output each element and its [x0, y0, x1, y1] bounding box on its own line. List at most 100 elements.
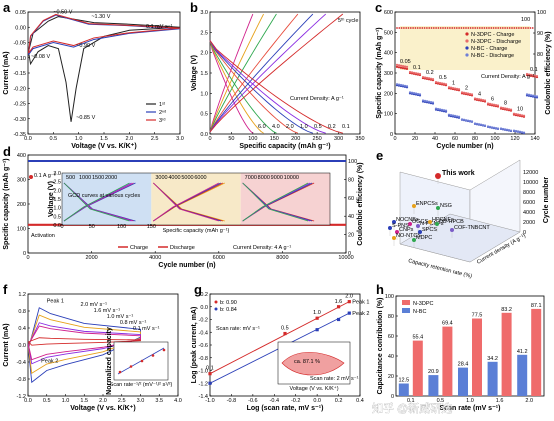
panel-g-inset-xlabel: Voltage (V vs. K/K⁺)	[289, 385, 338, 392]
panel-d-inset-ytick: 2.5	[53, 180, 61, 186]
panel-b-rate-label: 2.0	[286, 124, 294, 130]
panel-c-y-tick-label: 300	[384, 71, 393, 77]
panel-g-y-tick-label: -1.2	[199, 381, 208, 387]
panel-c-point	[531, 74, 535, 77]
panel-f-x-tick-label: 4.0	[174, 398, 182, 404]
panel-c-ce-point	[451, 27, 454, 29]
panel-c-legend-label: N-3DPC - Charge	[471, 32, 514, 38]
panel-f-xlabel: Voltage (V vs. K/K⁺)	[70, 405, 135, 412]
panel-g-y-tick-label: 0.2	[200, 292, 208, 298]
panel-g-point	[208, 381, 212, 385]
panel-c-point	[509, 108, 513, 111]
panel-c-point	[486, 125, 490, 128]
panel-b-y-tick-label: 0.5	[200, 112, 208, 118]
panel-b-rate-label: 4.0	[272, 124, 280, 130]
panel-c-xlabel: Cycle number (n)	[436, 143, 493, 150]
panel-d-inset-cycle-label: 1500	[92, 175, 104, 181]
panel-e-point	[392, 236, 396, 240]
panel-e-point	[436, 206, 440, 210]
panel-b-x-tick-label: 0	[208, 136, 211, 142]
panel-a-y-tick-label: -0.30	[13, 117, 26, 123]
panel-g-point	[347, 311, 351, 315]
panel-d-inset-curve	[242, 182, 309, 222]
panel-a-y-tick-label: 0.00	[15, 25, 26, 31]
panel-a-x-tick-label: 0.5	[50, 136, 58, 142]
panel-g-inset-scan: Scan rate: 2 mV s⁻¹	[310, 376, 359, 382]
panel-c-x-tick-label: 20	[412, 136, 418, 142]
panel-c-point	[464, 119, 468, 122]
panel-c-point	[412, 71, 416, 74]
panel-c-point	[408, 70, 412, 74]
panel-a-annotation: ~0.85 V	[76, 115, 95, 121]
panel-f-inset-point	[129, 365, 133, 368]
panel-c-point	[518, 130, 522, 133]
panel-d-inset-cycle-label: 4000	[168, 175, 180, 181]
panel-c-point	[486, 102, 490, 105]
panel-c-ce-point	[499, 27, 502, 29]
panel-c-point	[408, 91, 412, 94]
panel-h-legend-swatch	[402, 308, 410, 313]
panel-a-legend-label: 2ⁿᵈ	[159, 109, 166, 116]
panel-g-x-tick-label: -0.8	[227, 398, 236, 404]
panel-g-y-tick-label: -0.2	[199, 318, 208, 324]
panel-c-ce-point	[400, 27, 403, 29]
panel-e-ztick: 8000	[523, 190, 535, 196]
panel-c-ce-point	[435, 27, 437, 29]
panel-f-rate-label: 0.8 mV s⁻¹	[120, 320, 147, 326]
panel-c-point	[421, 75, 425, 79]
panel-b-ylabel: Voltage (V)	[191, 55, 198, 91]
panel-h-y-tick-label: 100	[385, 294, 394, 300]
panel-label-d: d	[3, 144, 11, 159]
panel-g-legend-label: b: 0.84	[220, 307, 237, 313]
panel-e-ztick: 12000	[523, 170, 538, 176]
panel-b-y-tick-label: 1.0	[200, 91, 208, 97]
panel-d-inset-title: GCD curves at various cycles	[68, 193, 140, 199]
panel-h-category-label: 2.0	[525, 398, 533, 404]
panel-b-x-tick-label: 250	[313, 136, 322, 142]
panel-e-point	[412, 204, 416, 208]
panel-g-legend-marker	[214, 307, 218, 311]
panel-c-rate-step: 8	[504, 101, 507, 107]
panel-c-point	[401, 64, 405, 68]
panel-b-charge-curve	[209, 13, 264, 133]
panel-d-inset-xlabel: Specific capacity (mAh g⁻¹)	[163, 228, 230, 234]
panel-c-point	[535, 74, 539, 78]
panel-f-peak-label: Peak 1	[47, 299, 64, 305]
panel-d-inset-cycle-label: 2000	[105, 175, 117, 181]
panel-c-y-tick-label: 100	[384, 112, 393, 118]
panel-c-point	[462, 118, 466, 121]
panel-g-y-tick-label: -0.4	[199, 330, 208, 336]
panel-d-activation-label: Activation	[31, 233, 55, 239]
panel-c-ce-point	[398, 27, 401, 29]
panel-c-ce-point	[476, 27, 479, 29]
panel-d-inset-cycle-label: 8000	[258, 175, 270, 181]
panel-d-ylabel: Specific capacity (mAh g⁻¹)	[3, 158, 10, 249]
panel-c-rate-step: 0.2	[426, 70, 434, 76]
panel-f-inset-point	[118, 370, 122, 374]
panel-c-ce-point	[416, 27, 419, 29]
panel-d-inset-curve	[153, 182, 219, 222]
panel-h-legend-swatch	[402, 300, 410, 305]
panel-c-point	[425, 76, 429, 79]
panel-c-y-tick-label: 400	[384, 51, 393, 57]
panel-c-ce-point	[412, 27, 414, 29]
panel-c-point	[516, 130, 520, 133]
panel-c-ce-point	[492, 27, 495, 29]
panel-c-ce-point	[396, 27, 398, 29]
panel-c-point	[444, 83, 448, 86]
panel-c-ce-point	[419, 27, 421, 29]
panel-c-ce-point	[529, 27, 532, 29]
panel-g-point-label: 2.0	[345, 294, 353, 300]
panel-e-point-label: MDPC	[416, 235, 432, 241]
panel-f-peak-label: Peak 2	[41, 359, 58, 365]
panel-c-point	[496, 104, 500, 107]
panel-c-point	[455, 115, 459, 118]
panel-e-point-label: DB-HPCB	[439, 219, 464, 225]
panel-c-point	[401, 84, 405, 87]
panel-c-y-tick-label: 500	[384, 30, 393, 36]
panel-h-bar-label: 87.1	[531, 303, 542, 309]
panel-d-legend-label: Charge	[130, 245, 148, 251]
panel-c-point	[496, 127, 500, 130]
panel-c-point	[416, 92, 420, 96]
panel-h-bar-label: 28.4	[458, 362, 469, 368]
